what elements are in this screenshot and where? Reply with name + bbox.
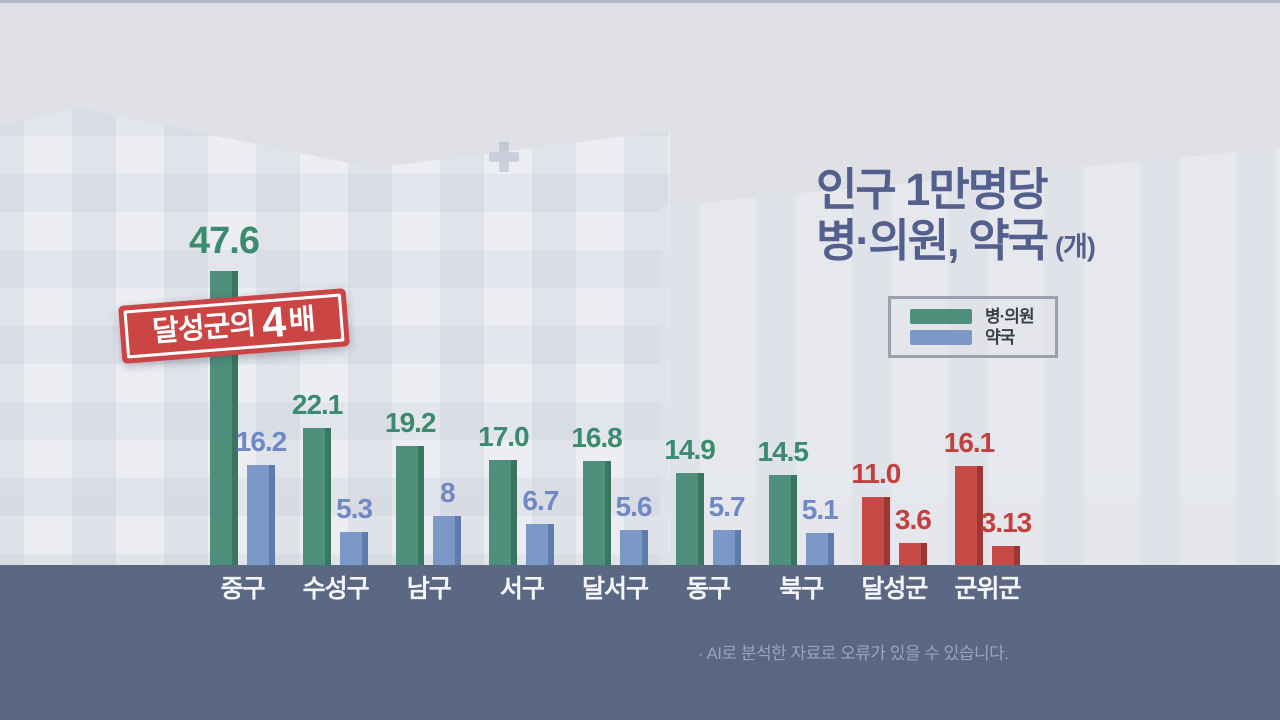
- category-label-수성구: 수성구: [302, 575, 370, 603]
- value-label-약국-중구: 16.2: [235, 426, 287, 457]
- category-label-달성군: 달성군: [861, 575, 928, 603]
- value-label-병·의원-달성군: 11.0: [851, 458, 901, 489]
- bar-group-달서구: 16.8 5.6: [571, 424, 652, 565]
- bar-병·의원-동구: 14.9: [664, 436, 716, 565]
- bar-병·의원-수성구: 22.1: [292, 391, 343, 565]
- bar-병·의원-달서구: 16.8: [571, 424, 623, 565]
- chart-title: 인구 1만명당 병·의원, 약국 (개): [816, 164, 1096, 267]
- chart-title-line1: 인구 1만명당: [816, 164, 1049, 215]
- bar-group-수성구: 22.1 5.3: [292, 391, 373, 565]
- value-label-약국-동구: 5.7: [708, 491, 746, 522]
- value-label-병·의원-군위군: 16.1: [943, 427, 995, 458]
- category-label-달서구: 달서구: [582, 575, 649, 603]
- legend-swatch-hospitals: [910, 309, 972, 324]
- legend-label-pharmacies: 약국: [985, 328, 1015, 347]
- bar-group-북구: 14.5 5.1: [758, 438, 839, 565]
- category-label-남구: 남구: [406, 575, 452, 603]
- bar-group-동구: 14.9 5.7: [664, 436, 746, 565]
- value-label-병·의원-중구: 47.6: [189, 220, 260, 262]
- value-label-약국-북구: 5.1: [801, 494, 839, 525]
- value-label-약국-달성군: 3.6: [894, 504, 932, 535]
- value-label-약국-군위군: 3.13: [980, 507, 1032, 538]
- building-right-wing: [660, 148, 1280, 565]
- bar-group-군위군: 16.1 3.13: [944, 429, 1032, 565]
- value-label-병·의원-동구: 14.9: [664, 434, 715, 465]
- bar-병·의원-북구: 14.5: [758, 438, 809, 565]
- value-label-병·의원-달서구: 16.8: [571, 422, 622, 453]
- bar-약국-달성군: 3.6: [895, 506, 932, 565]
- bar-병·의원-달성군: 11.0: [851, 460, 901, 565]
- legend-label-hospitals: 병·의원: [985, 307, 1035, 326]
- category-row: 중구 수성구 남구 서구 달서구 동구 북구 달성군 군위군: [210, 574, 1022, 604]
- value-label-약국-남구: 8: [439, 477, 456, 508]
- bar-약국-수성구: 5.3: [336, 495, 373, 565]
- bar-약국-북구: 5.1: [802, 496, 839, 565]
- value-label-병·의원-북구: 14.5: [757, 436, 809, 467]
- value-label-약국-수성구: 5.3: [336, 493, 373, 524]
- bar-병·의원-군위군: 16.1: [944, 429, 995, 565]
- bar-group-달성군: 11.0 3.6: [851, 460, 932, 565]
- legend-swatch-pharmacies: [910, 330, 972, 345]
- bar-병·의원-남구: 19.2: [385, 409, 436, 565]
- legend-row-pharmacies: 약국: [910, 329, 1055, 346]
- value-label-약국-서구: 6.7: [522, 485, 559, 516]
- bar-group-서구: 17.0 6.7: [478, 423, 559, 565]
- bar-약국-서구: 6.7: [522, 487, 559, 565]
- chart-title-line2-text: 병·의원, 약국: [816, 215, 1049, 267]
- category-label-서구: 서구: [499, 575, 545, 603]
- bar-약국-중구: 16.2: [236, 428, 287, 565]
- value-label-병·의원-남구: 19.2: [385, 407, 436, 438]
- category-label-군위군: 군위군: [954, 575, 1022, 603]
- highlight-badge-prefix: 달성군의: [151, 307, 257, 348]
- chart-title-unit: (개): [1055, 232, 1096, 263]
- top-edge-strip: [0, 0, 1280, 3]
- category-label-동구: 동구: [686, 575, 731, 603]
- bar-약국-군위군: 3.13: [981, 509, 1032, 565]
- chart-area: 47.6 16.2 22.1 5.3 19.2 8 17.0 6.7 16.8 5.6 14.9 5.…: [189, 222, 1032, 565]
- value-label-병·의원-서구: 17.0: [478, 421, 529, 452]
- category-band: 중구 수성구 남구 서구 달서구 동구 북구 달성군 군위군 · AI로 분석한 자료로 오류가…: [0, 565, 1280, 720]
- category-label-중구: 중구: [220, 575, 265, 603]
- legend-row-hospitals: 병·의원: [910, 308, 1055, 325]
- bar-group-남구: 19.2 8: [385, 409, 462, 565]
- chart-title-line2: 병·의원, 약국 (개): [816, 215, 1096, 267]
- bar-약국-동구: 5.7: [709, 493, 746, 565]
- highlight-badge-suffix: 배: [287, 303, 317, 338]
- category-label-북구: 북구: [779, 575, 824, 603]
- value-label-병·의원-수성구: 22.1: [291, 389, 343, 420]
- footer-note: · AI로 분석한 자료로 오류가 있을 수 있습니다.: [698, 644, 1009, 663]
- bar-약국-남구: 8: [433, 479, 462, 565]
- bar-병·의원-서구: 17.0: [478, 423, 530, 565]
- bar-약국-달서구: 5.6: [616, 493, 652, 565]
- highlight-badge-number: 4: [260, 297, 288, 348]
- value-label-약국-달서구: 5.6: [615, 491, 653, 522]
- legend: 병·의원 약국: [888, 296, 1058, 358]
